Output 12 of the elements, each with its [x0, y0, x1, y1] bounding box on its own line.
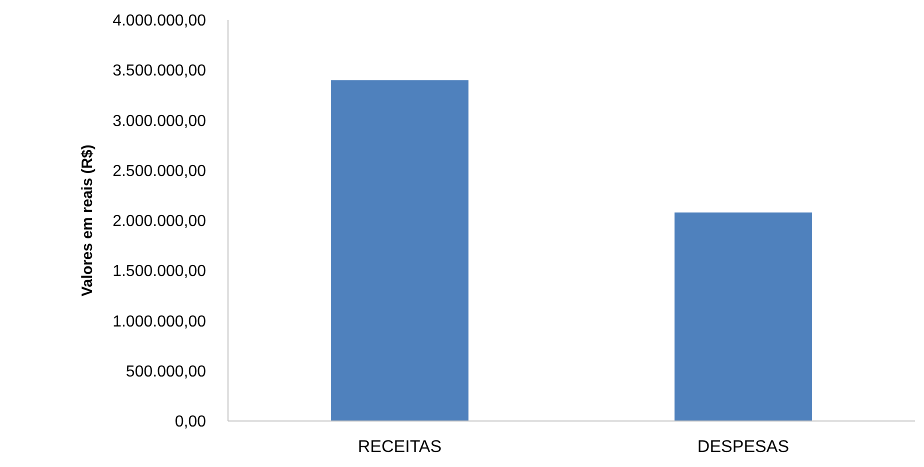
y-tick-label: 2.000.000,00	[112, 213, 206, 230]
y-tick-label: 3.500.000,00	[112, 62, 206, 80]
x-tick-label: DESPESAS	[697, 437, 790, 456]
y-tick-label: 4.000.000,00	[112, 12, 206, 30]
y-tick-label: 0,00	[174, 414, 206, 431]
y-tick-label: 1.000.000,00	[112, 313, 206, 330]
y-tick-label: 1.500.000,00	[112, 263, 206, 280]
y-tick-label: 3.000.000,00	[112, 112, 206, 130]
y-axis-title: Valores em reais (R$)	[79, 144, 96, 296]
x-tick-label: RECEITAS	[358, 437, 442, 456]
y-tick-label: 500.000,00	[126, 363, 206, 380]
y-tick-label: 2.500.000,00	[112, 162, 206, 180]
